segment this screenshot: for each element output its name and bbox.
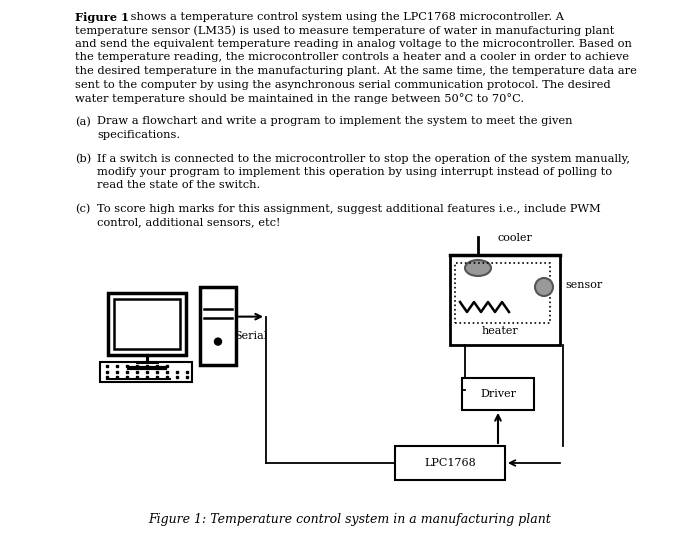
Text: the desired temperature in the manufacturing plant. At the same time, the temper: the desired temperature in the manufactu…	[75, 66, 637, 76]
Text: (a): (a)	[75, 117, 91, 127]
Bar	[462, 378, 534, 410]
Text: Figure 1: Figure 1	[75, 12, 129, 23]
Text: Draw a flowchart and write a program to implement the system to meet the given: Draw a flowchart and write a program to …	[97, 117, 573, 126]
Bar	[100, 362, 192, 382]
Text: If a switch is connected to the microcontroller to stop the operation of the sys: If a switch is connected to the microcon…	[97, 153, 630, 164]
Text: Driver: Driver	[480, 389, 516, 399]
Text: specifications.: specifications.	[97, 130, 180, 140]
Text: shows a temperature control system using the LPC1768 microcontroller. A: shows a temperature control system using…	[127, 12, 564, 22]
Text: water temperature should be maintained in the range between 50°C to 70°C.: water temperature should be maintained i…	[75, 93, 524, 104]
Text: (c): (c)	[75, 204, 90, 214]
Text: Serial: Serial	[234, 330, 267, 341]
Text: control, additional sensors, etc!: control, additional sensors, etc!	[97, 218, 281, 227]
Bar	[108, 293, 186, 355]
Text: heater: heater	[482, 326, 519, 336]
Text: temperature sensor (LM35) is used to measure temperature of water in manufacturi: temperature sensor (LM35) is used to mea…	[75, 25, 615, 36]
Text: cooler: cooler	[498, 233, 533, 243]
Bar	[455, 263, 550, 323]
Text: and send the equivalent temperature reading in analog voltage to the microcontro: and send the equivalent temperature read…	[75, 39, 632, 49]
Circle shape	[535, 278, 553, 296]
Bar	[114, 299, 180, 349]
Text: read the state of the switch.: read the state of the switch.	[97, 180, 260, 191]
Text: modify your program to implement this operation by using interrupt instead of po: modify your program to implement this op…	[97, 167, 612, 177]
Text: To score high marks for this assignment, suggest additional features i.e., inclu: To score high marks for this assignment,…	[97, 204, 601, 214]
Circle shape	[214, 338, 221, 345]
Bar	[395, 446, 505, 480]
Text: (b): (b)	[75, 153, 91, 164]
Text: Figure 1: Temperature control system in a manufacturing plant: Figure 1: Temperature control system in …	[148, 514, 552, 526]
Ellipse shape	[465, 260, 491, 276]
Text: LPC1768: LPC1768	[424, 458, 476, 468]
Bar	[200, 287, 236, 365]
Text: sent to the computer by using the asynchronous serial communication protocol. Th: sent to the computer by using the asynch…	[75, 79, 610, 90]
Text: the temperature reading, the microcontroller controls a heater and a cooler in o: the temperature reading, the microcontro…	[75, 52, 629, 63]
Bar	[450, 255, 560, 345]
Text: sensor: sensor	[565, 280, 602, 290]
